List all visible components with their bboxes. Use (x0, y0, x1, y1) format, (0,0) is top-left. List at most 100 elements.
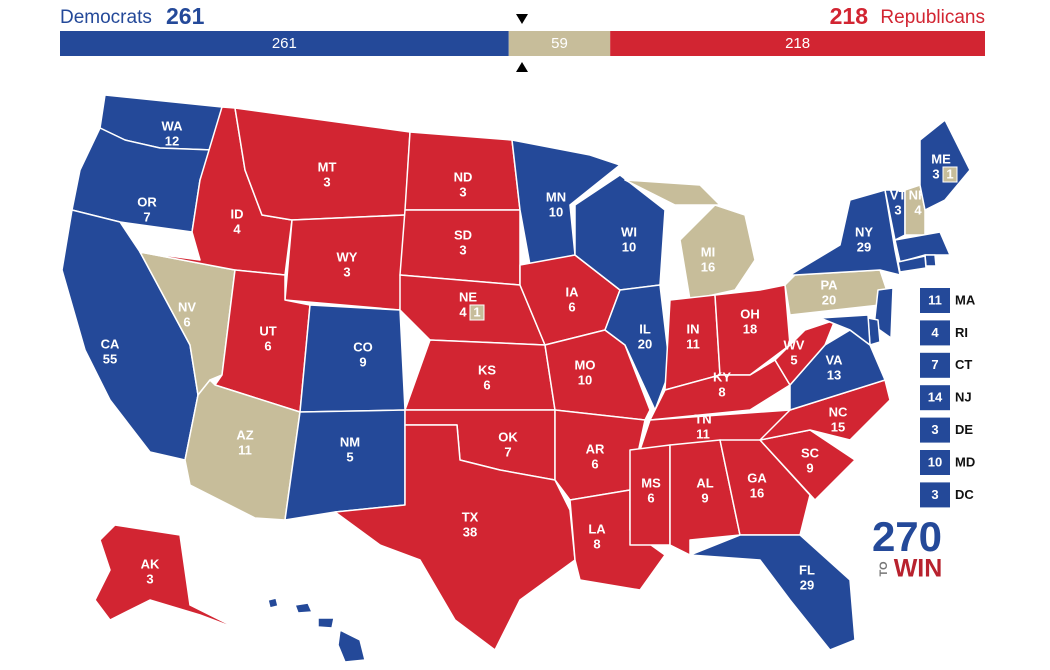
state-abbr: FL (799, 562, 815, 577)
state-ev: 10 (622, 239, 636, 254)
state-abbr: WV (784, 337, 805, 352)
state-shape[interactable] (774, 319, 836, 386)
state-ev: 3 (146, 571, 153, 586)
small-state-ev: 3 (931, 487, 938, 502)
state-ev: 9 (359, 354, 366, 369)
state-shape[interactable] (61, 209, 199, 461)
state-ev: 11 (686, 336, 700, 351)
state-ev: 11 (696, 426, 710, 441)
state-shape[interactable] (904, 184, 926, 236)
state-ev: 13 (827, 367, 841, 382)
state-shape[interactable] (719, 439, 811, 536)
state-ev: 3 (343, 264, 350, 279)
state-abbr: MS (641, 475, 661, 490)
state-shape[interactable] (94, 524, 241, 631)
state-ev: 6 (183, 314, 190, 329)
state-shape[interactable] (334, 424, 576, 651)
state-ev: 55 (103, 351, 117, 366)
states: WA12OR7CA55NV6ID4MT3WY3UT6AZ11CO9NM5ND3S… (61, 94, 971, 663)
state-shape[interactable] (267, 597, 279, 609)
dem-label: Democrats (60, 7, 152, 28)
majority-marker-top (516, 14, 528, 24)
state-shape[interactable] (789, 189, 901, 276)
state-abbr: WY (337, 249, 358, 264)
small-state-box[interactable] (920, 352, 950, 378)
state-ev: 6 (264, 338, 271, 353)
state-ev: 11 (238, 442, 252, 457)
split-ev: 1 (473, 304, 480, 319)
state-shape[interactable] (299, 304, 406, 413)
state-shape[interactable] (284, 409, 406, 521)
state-abbr: AZ (236, 427, 253, 442)
bar-segment (60, 31, 509, 56)
state-shape[interactable] (819, 314, 871, 346)
small-state-box[interactable] (920, 320, 950, 346)
vote-bar: 261 59 218 (60, 31, 985, 56)
state-shape[interactable] (294, 602, 313, 614)
state-shape[interactable] (919, 119, 971, 211)
small-state-ev: 11 (928, 292, 942, 307)
state-abbr: VT (890, 187, 907, 202)
small-state-box[interactable] (920, 288, 950, 313)
state-abbr: NV (178, 299, 196, 314)
small-state-box[interactable] (920, 385, 950, 411)
bar-segment (610, 31, 985, 56)
state-ev: 5 (346, 449, 353, 464)
state-abbr: AK (141, 556, 160, 571)
state-abbr: SD (454, 227, 472, 242)
state-shape[interactable] (897, 255, 927, 273)
state-abbr: TN (694, 411, 711, 426)
state-abbr: IN (687, 321, 700, 336)
small-state-box[interactable] (920, 450, 950, 475)
state-ev: 6 (647, 490, 654, 505)
state-shape[interactable] (689, 534, 856, 651)
state-abbr: CA (101, 336, 120, 351)
state-abbr: IA (566, 284, 580, 299)
state-shape[interactable] (679, 204, 756, 301)
state-ev: 9 (701, 490, 708, 505)
logo-number: 270 (872, 513, 942, 560)
state-ev: 6 (591, 456, 598, 471)
state-abbr: KS (478, 362, 496, 377)
state-ev: 3 (459, 184, 466, 199)
state-abbr: PA (820, 277, 838, 292)
state-abbr: MT (318, 159, 337, 174)
state-ev: 4 (459, 304, 467, 319)
state-ev: 18 (743, 321, 757, 336)
state-ev: 9 (806, 460, 813, 475)
small-state-abbr: DC (955, 487, 974, 502)
state-ev: 29 (857, 239, 871, 254)
state-shape[interactable] (894, 231, 951, 263)
small-state-ev: 10 (928, 454, 942, 469)
small-state-box[interactable] (920, 417, 950, 443)
state-abbr: ME (931, 151, 951, 166)
state-shape[interactable] (511, 139, 621, 266)
state-shape[interactable] (624, 179, 721, 206)
state-ev: 4 (914, 202, 922, 217)
state-shape[interactable] (924, 254, 937, 267)
bar-segment-label: 59 (551, 35, 568, 52)
majority-marker-bottom (516, 62, 528, 72)
state-abbr: ND (454, 169, 473, 184)
state-shape[interactable] (629, 444, 671, 546)
state-abbr: UT (259, 323, 276, 338)
small-state-box[interactable] (920, 482, 950, 508)
state-shape[interactable] (337, 629, 366, 663)
small-state-ev: 7 (931, 357, 938, 372)
dem-total: 261 (166, 3, 205, 29)
split-box[interactable] (469, 304, 485, 321)
state-abbr: OK (498, 429, 518, 444)
state-ev: 3 (323, 174, 330, 189)
state-shape[interactable] (317, 617, 335, 629)
state-ev: 8 (718, 384, 725, 399)
small-state-boxes: 11 MA 4 RI 7 CT 14 NJ 3 DE 10 MD 3 DC (920, 288, 976, 508)
state-ev: 16 (750, 485, 764, 500)
state-ev: 16 (701, 259, 715, 274)
state-abbr: MO (575, 357, 596, 372)
small-state-abbr: CT (955, 357, 972, 372)
state-ev: 12 (165, 133, 179, 148)
state-abbr: AL (696, 475, 713, 490)
state-abbr: NC (829, 404, 848, 419)
split-box[interactable] (942, 166, 958, 183)
